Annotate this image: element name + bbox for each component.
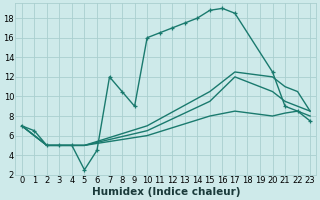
- X-axis label: Humidex (Indice chaleur): Humidex (Indice chaleur): [92, 187, 240, 197]
